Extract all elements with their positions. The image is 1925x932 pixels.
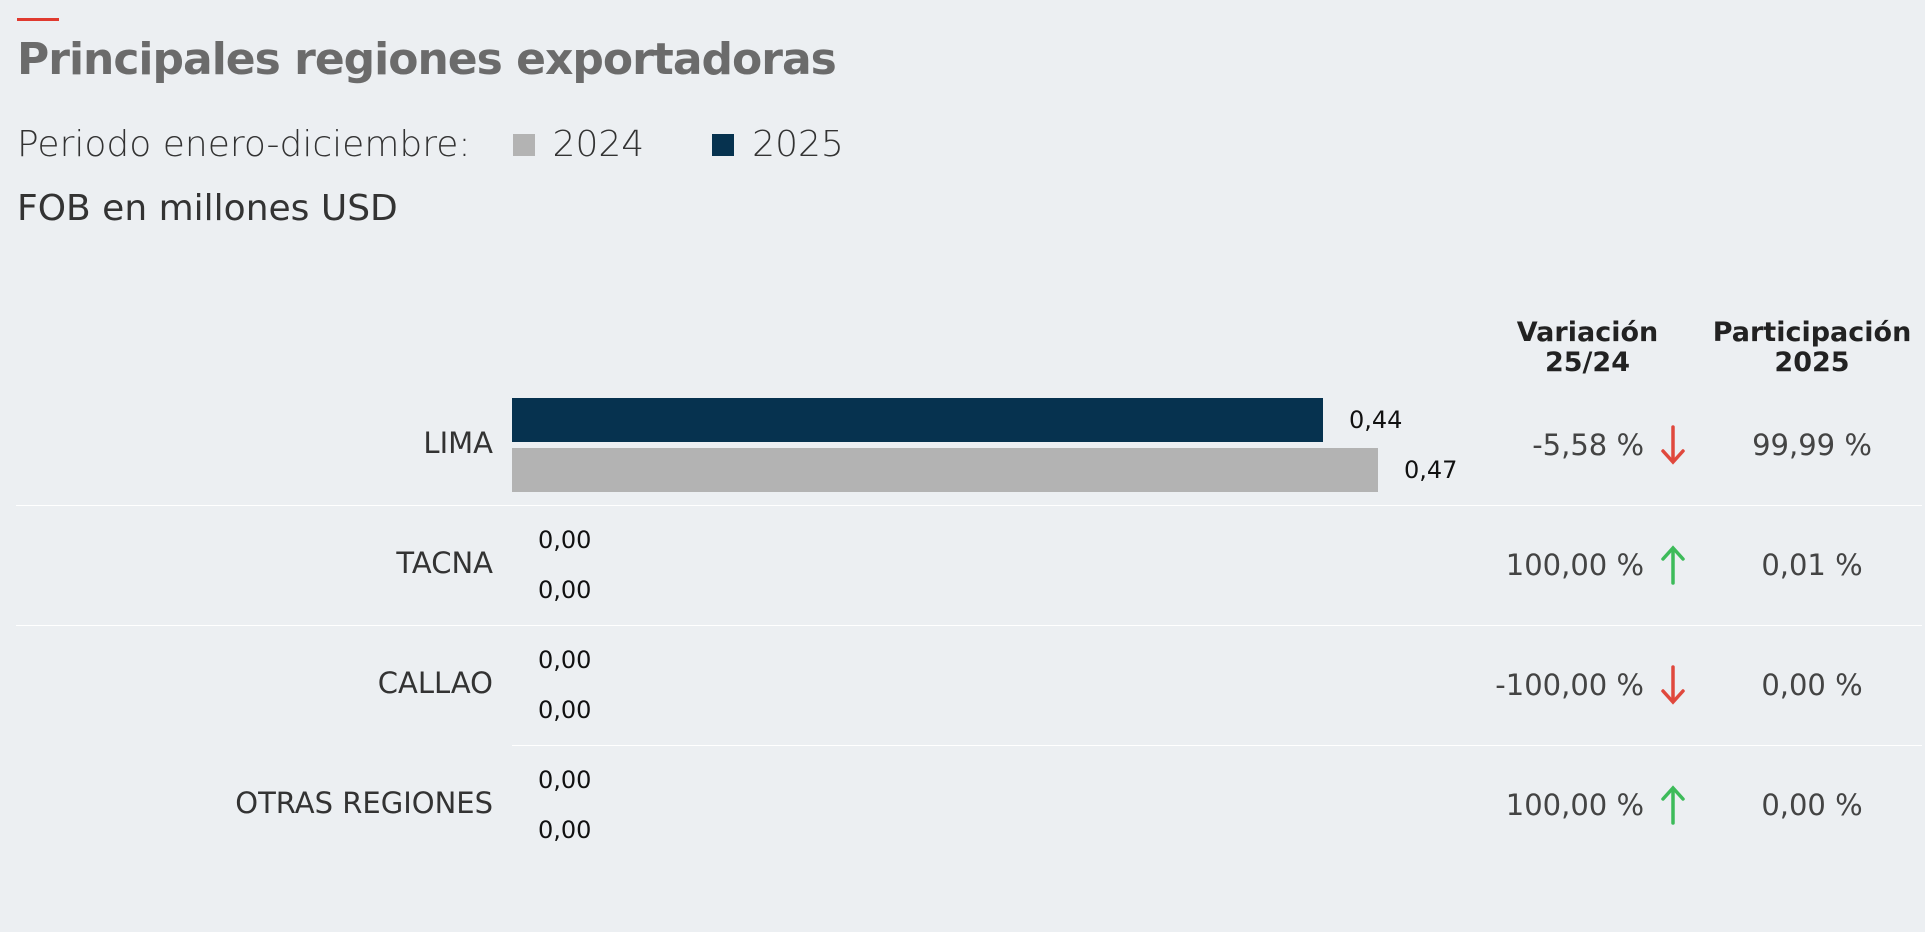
legend-swatch-2025 [712,133,735,156]
value-label-2025-tacna: 0,00 [538,526,592,554]
bar-2025-lima [512,398,1323,442]
category-label-otras-regiones: OTRAS REGIONES [235,786,493,820]
arrow-up-icon [1659,543,1687,587]
period-legend: Periodo enero-diciembre: 2024 2025 [17,124,844,165]
title-accent-line [17,18,59,21]
legend-label-2025: 2025 [752,124,844,165]
unit-label: FOB en millones USD [17,188,398,229]
variation-value-callao: -100,00 % [1495,668,1644,702]
page-title: Principales regiones exportadoras [17,34,837,85]
variation-value-otras-regiones: 100,00 % [1505,788,1644,822]
share-value-otras-regiones: 0,00 % [1761,788,1863,822]
arrow-down-icon [1659,423,1687,467]
share-header-line1: Participación [1712,317,1912,348]
row-divider [16,505,1922,506]
share-header-line2: 2025 [1774,347,1850,378]
arrow-down-icon [1659,663,1687,707]
category-label-tacna: TACNA [396,546,493,580]
arrow-up-icon [1659,783,1687,827]
category-label-lima: LIMA [423,426,493,460]
bar-2024-lima [512,448,1378,492]
variation-column-header: Variación 25/24 [1500,318,1675,378]
value-label-2024-lima: 0,47 [1404,456,1458,484]
value-label-2025-lima: 0,44 [1349,406,1403,434]
share-column-header: Participación 2025 [1712,318,1912,378]
row-divider [16,625,1922,626]
value-label-2024-otras-regiones: 0,00 [538,816,592,844]
value-label-2025-otras-regiones: 0,00 [538,766,592,794]
legend-label-2024: 2024 [552,124,645,165]
row-divider [512,745,1922,746]
value-label-2024-callao: 0,00 [538,696,592,724]
legend-item-2025: 2025 [712,124,844,165]
variation-value-lima: -5,58 % [1532,428,1644,462]
share-value-tacna: 0,01 % [1761,548,1863,582]
legend-swatch-2024 [512,133,535,156]
variation-value-tacna: 100,00 % [1505,548,1644,582]
value-label-2025-callao: 0,00 [538,646,592,674]
variation-header-line2: 25/24 [1544,347,1630,378]
period-label: Periodo enero-diciembre: [17,124,471,165]
category-label-callao: CALLAO [377,666,493,700]
variation-header-line1: Variación [1516,317,1659,348]
share-value-callao: 0,00 % [1761,668,1863,702]
value-label-2024-tacna: 0,00 [538,576,592,604]
share-value-lima: 99,99 % [1752,428,1872,462]
legend-item-2024: 2024 [512,124,645,165]
